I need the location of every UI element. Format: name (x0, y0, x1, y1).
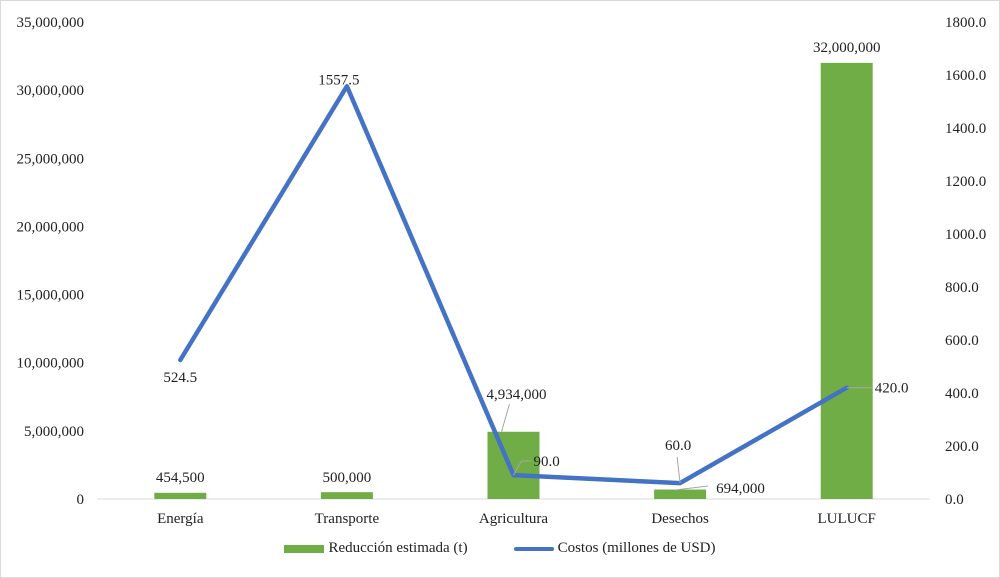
right-axis-tick: 1800.0 (945, 15, 986, 31)
costos-line (178, 84, 849, 486)
x-axis-category: Agricultura (479, 511, 548, 527)
left-axis-tick: 10,000,000 (17, 356, 85, 372)
right-axis-tick: 800.0 (945, 280, 979, 296)
right-axis-tick: 600.0 (945, 333, 979, 349)
label-leader-line (676, 456, 681, 484)
left-axis-tick: 5,000,000 (24, 424, 84, 440)
line-data-label: 90.0 (534, 454, 560, 470)
bar-energía (154, 492, 207, 499)
right-axis-tick: 1600.0 (945, 68, 986, 84)
right-axis-tick: 0.0 (945, 492, 964, 508)
bar-data-label: 454,500 (156, 470, 205, 486)
x-axis-category: Transporte (315, 511, 380, 527)
right-axis-tick: 400.0 (945, 386, 979, 402)
right-axis-tick: 1200.0 (945, 174, 986, 190)
line-data-label: 1557.5 (318, 72, 359, 88)
label-leader-line (513, 460, 522, 476)
left-axis-tick: 30,000,000 (17, 83, 85, 99)
line-data-label: 420.0 (875, 381, 909, 397)
legend-line-swatch-icon (513, 546, 554, 551)
legend-label-reduccion: Reducción estimada (t) (328, 540, 468, 556)
label-leader-line (501, 403, 510, 432)
left-axis-tick: 15,000,000 (17, 288, 85, 304)
legend-label-costos: Costos (millones de USD) (557, 540, 716, 556)
bar-lulucf (820, 62, 873, 500)
label-leader-line (675, 485, 709, 491)
bar-agricultura (487, 431, 540, 499)
left-axis-tick: 25,000,000 (17, 151, 85, 167)
right-axis-tick: 1000.0 (945, 227, 986, 243)
legend-item-reduccion: Reducción estimada (t) (284, 540, 468, 557)
legend-bar-swatch-icon (284, 544, 325, 553)
line-data-label: 60.0 (665, 438, 691, 454)
x-axis-category: Energía (157, 511, 204, 527)
bar-data-label: 4,934,000 (487, 387, 547, 403)
left-axis-tick: 0 (77, 492, 85, 508)
chart-legend: Reducción estimada (t) Costos (millones … (0, 540, 1000, 557)
bar-data-label: 32,000,000 (813, 40, 881, 56)
right-axis-tick: 200.0 (945, 439, 979, 455)
legend-item-costos: Costos (millones de USD) (513, 540, 716, 557)
bar-transporte (320, 492, 373, 499)
bar-data-label: 694,000 (716, 481, 765, 497)
bar-desechos (654, 489, 707, 499)
bar-data-label: 500,000 (323, 470, 372, 486)
right-axis-tick: 1400.0 (945, 121, 986, 137)
x-axis-category: LULUCF (818, 511, 876, 527)
x-axis-category: Desechos (651, 511, 709, 527)
combo-chart: 0 5,000,000 10,000,000 15,000,000 20,000,000… (17, 15, 987, 527)
line-data-label: 524.5 (163, 370, 197, 386)
left-axis-tick: 35,000,000 (17, 15, 85, 31)
left-axis-tick: 20,000,000 (17, 219, 85, 235)
